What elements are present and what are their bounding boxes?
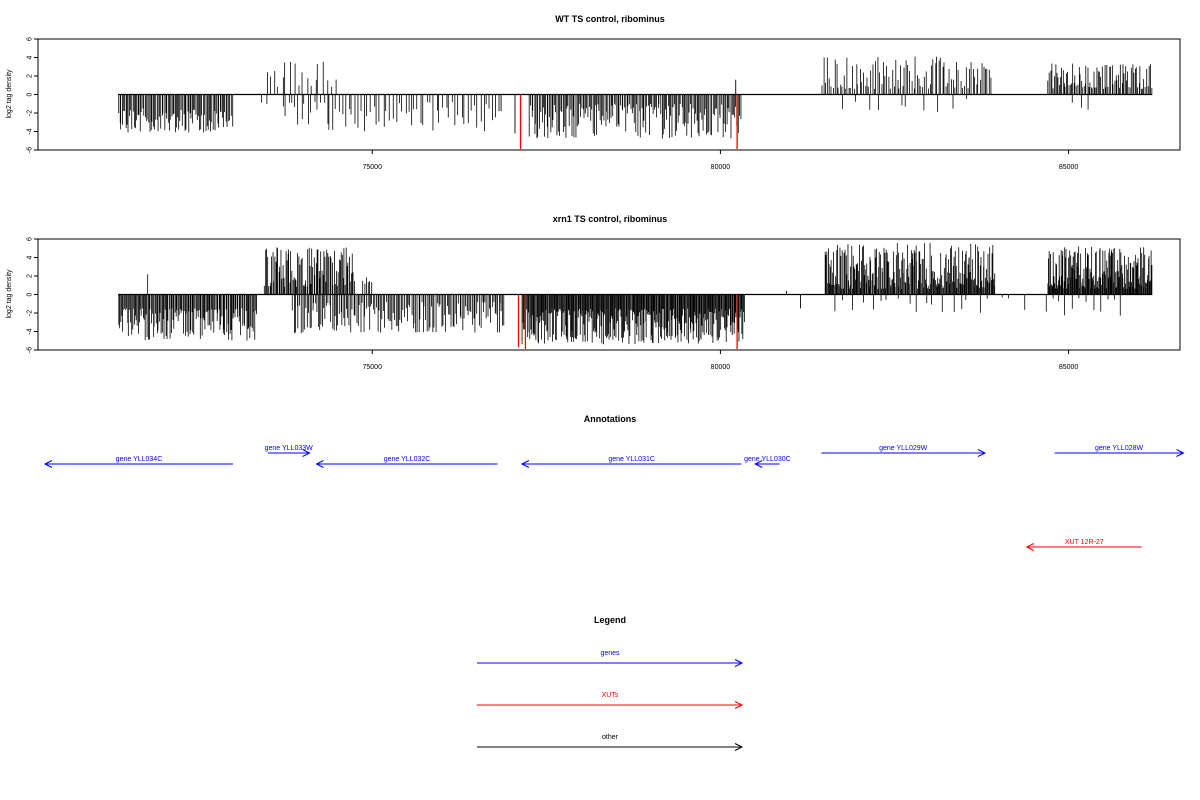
xrn1-y-tick-label: 6 xyxy=(27,237,34,241)
xrn1-y-tick-label: 4 xyxy=(27,255,34,259)
xrn1-x-tick-label: 85000 xyxy=(1059,364,1079,371)
annotation-arrow xyxy=(315,460,498,468)
wt-y-tick-label: 6 xyxy=(27,37,34,41)
xrn1-track-panel: xrn1 TS control, ribominus log2 tag dens… xyxy=(6,214,1181,371)
xrn1-y-tick-label: 2 xyxy=(27,274,34,278)
legend-arrow xyxy=(477,659,744,667)
xrn1-y-tick-label: -6 xyxy=(27,347,34,353)
xrn1-x-ticks: 75000 80000 85000 xyxy=(363,350,1079,371)
wt-track-panel: WT TS control, ribominus log2 tag densit… xyxy=(6,14,1181,171)
xrn1-y-tick-label: -4 xyxy=(27,328,34,334)
wt-y-tick-label: -2 xyxy=(27,110,34,116)
annotation-items: gene YLL034C gene YLL033W gene YLL032C gene… xyxy=(43,445,1185,551)
annotation-label: gene YLL028W xyxy=(1095,445,1144,452)
annotation-arrow xyxy=(1025,543,1142,551)
wt-y-tick-label: 4 xyxy=(27,55,34,59)
wt-x-tick-label: 80000 xyxy=(711,164,731,171)
legend-arrow xyxy=(477,743,744,751)
wt-x-tick-label: 85000 xyxy=(1059,164,1079,171)
annotation-arrow xyxy=(267,449,311,457)
wt-x-ticks: 75000 80000 85000 xyxy=(363,150,1079,171)
xrn1-bars xyxy=(118,242,1153,350)
xrn1-x-tick-label: 75000 xyxy=(363,364,383,371)
xrn1-x-tick-label: 80000 xyxy=(711,364,731,371)
wt-y-ticks: -6 -4 -2 0 2 4 6 xyxy=(27,37,38,153)
wt-y-tick-label: 0 xyxy=(27,92,34,96)
legend-title: Legend xyxy=(594,615,626,625)
annotation-label: gene YLL030C xyxy=(744,456,791,463)
xrn1-y-tick-label: 0 xyxy=(27,292,34,296)
annotation-label: gene YLL034C xyxy=(116,456,163,463)
legend-label: genes xyxy=(600,650,620,657)
legend-label: other xyxy=(602,734,619,741)
annotation-arrow xyxy=(1054,449,1185,457)
legend-panel: Legend genes XUTs other xyxy=(477,615,744,751)
xrn1-track-title: xrn1 TS control, ribominus xyxy=(553,214,668,224)
annotation-arrow xyxy=(821,449,987,457)
annotation-label: gene YLL033W xyxy=(265,445,314,452)
annotation-arrow xyxy=(754,460,780,468)
wt-x-tick-label: 75000 xyxy=(363,164,383,171)
xrn1-y-tick-label: -2 xyxy=(27,310,34,316)
wt-bars xyxy=(118,56,1153,150)
legend-arrow xyxy=(477,701,744,709)
annotation-arrow xyxy=(520,460,742,468)
annotation-arrow xyxy=(43,460,233,468)
annotation-label: XUT 12R-27 xyxy=(1065,539,1104,546)
legend-items: genes XUTs other xyxy=(477,650,744,751)
wt-y-tick-label: -6 xyxy=(27,147,34,153)
annotation-label: gene YLL031C xyxy=(608,456,655,463)
xrn1-y-ticks: -6 -4 -2 0 2 4 6 xyxy=(27,237,38,353)
xrn1-y-axis-label: log2 tag density xyxy=(6,269,13,319)
annotation-label: gene YLL032C xyxy=(384,456,431,463)
wt-y-axis-label: log2 tag density xyxy=(6,69,13,119)
annotation-label: gene YLL029W xyxy=(879,445,928,452)
legend-label: XUTs xyxy=(602,692,619,699)
wt-track-title: WT TS control, ribominus xyxy=(555,14,665,24)
wt-y-tick-label: -4 xyxy=(27,128,34,134)
annotations-title: Annotations xyxy=(584,414,637,424)
wt-y-tick-label: 2 xyxy=(27,74,34,78)
